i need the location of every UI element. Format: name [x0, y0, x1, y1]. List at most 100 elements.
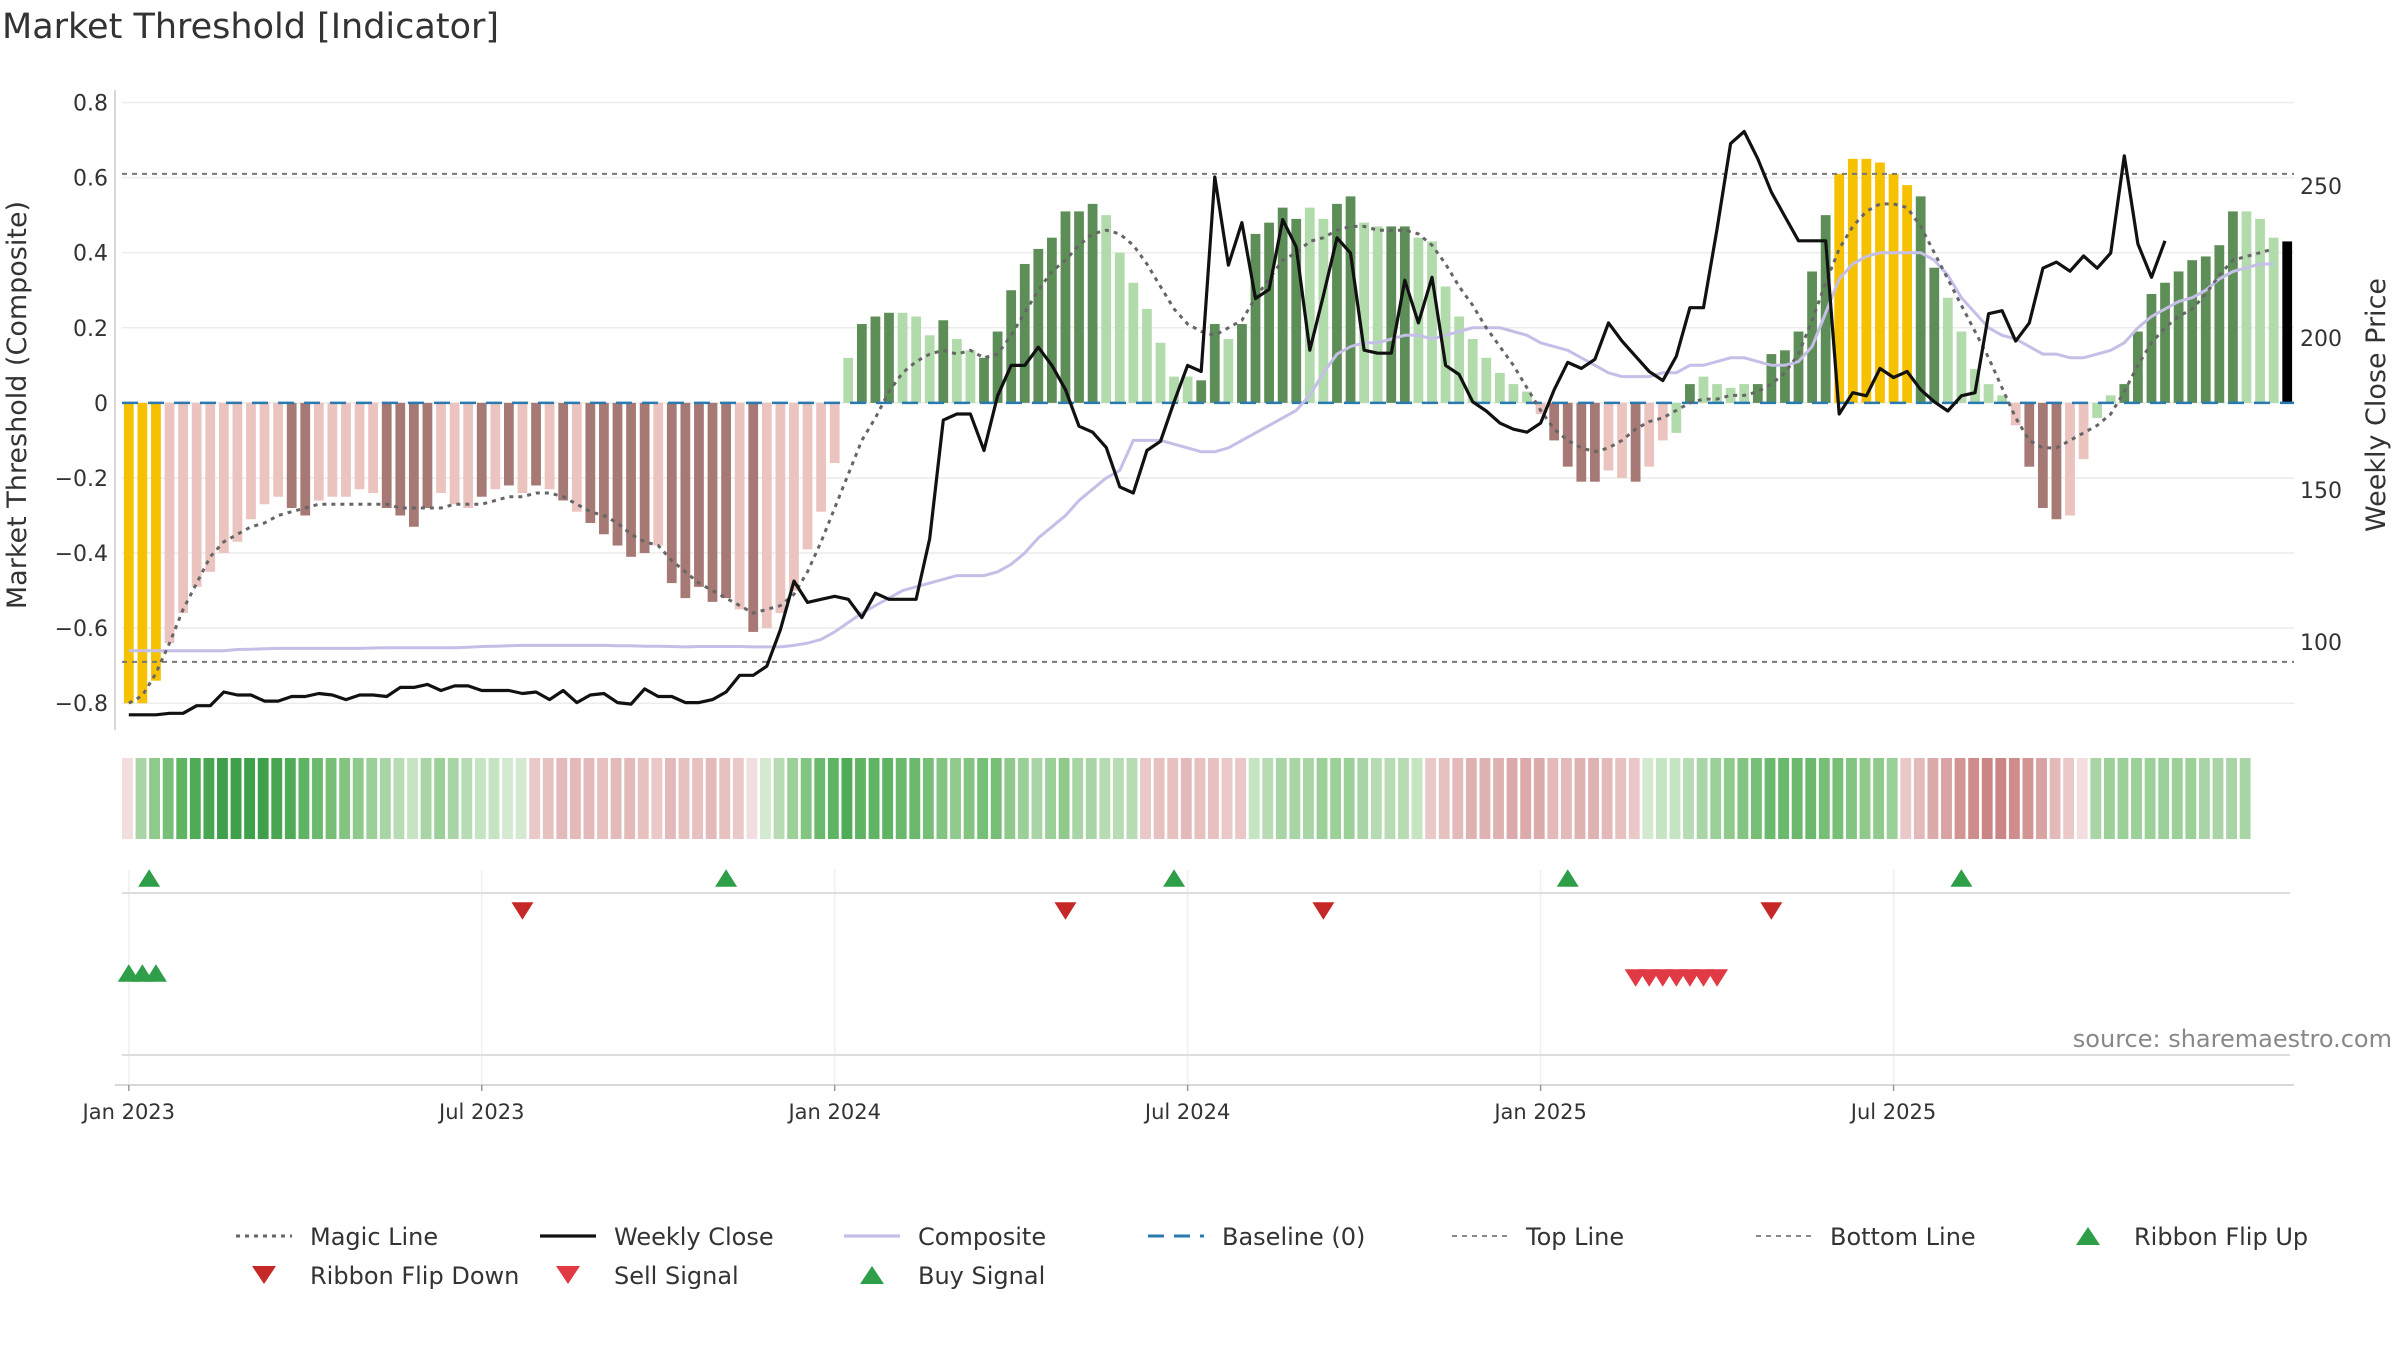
x-tick-label: Jan 2024: [786, 1100, 881, 1124]
ribbon-segment: [1981, 758, 1993, 839]
ribbon-segment: [1316, 758, 1328, 839]
ribbon-segment: [963, 758, 975, 839]
legend-swatch: [860, 1266, 884, 1284]
composite-bar: [1372, 226, 1383, 403]
ribbon-segment: [2239, 758, 2251, 839]
ribbon-segment: [1004, 758, 1016, 839]
legend-item-ribbon-flip-down: Ribbon Flip Down: [252, 1262, 519, 1290]
ribbon-segment: [1085, 758, 1097, 839]
ribbon-segment: [1411, 758, 1423, 839]
magic-line: [128, 202, 2275, 705]
y2-tick-label: 100: [2300, 631, 2342, 656]
composite-bar: [1250, 233, 1261, 403]
y2-tick-label: 200: [2300, 327, 2342, 352]
composite-bar: [1332, 203, 1342, 403]
ribbon-segment: [434, 758, 446, 839]
ribbon-segment: [1533, 758, 1545, 839]
ribbon-flip-down: [1706, 969, 1729, 987]
ribbon-segment: [1479, 758, 1491, 839]
ribbon-segment: [244, 758, 256, 839]
composite-bar: [449, 402, 460, 505]
ribbon-segment: [515, 758, 527, 839]
composite-bar: [1522, 391, 1532, 403]
composite-bar: [734, 402, 745, 610]
composite-bar: [1644, 402, 1655, 467]
ribbon-segment: [1126, 758, 1138, 839]
composite-bar: [341, 402, 351, 497]
composite-bar: [1603, 402, 1614, 471]
ribbon-segment: [2198, 758, 2210, 839]
ribbon-segment: [122, 758, 133, 839]
ribbon-segment: [719, 758, 731, 839]
ribbon-segment: [474, 758, 486, 839]
composite-bar: [151, 402, 161, 681]
legend-label: Composite: [918, 1223, 1046, 1251]
composite-bar: [911, 316, 922, 403]
composite-bar: [1997, 395, 2008, 403]
y-tick-label: −0.4: [55, 542, 108, 567]
composite-bar: [517, 402, 528, 493]
composite-bar: [639, 402, 650, 554]
ribbon-segment: [705, 758, 717, 839]
ribbon-segment: [651, 758, 663, 839]
ribbon-segment: [760, 758, 771, 839]
composite-bar: [218, 402, 229, 554]
ribbon-segment: [1357, 758, 1369, 839]
date-axis: Jan 2023 Jul 2023 Jan 2024 Jul 2024 Jan 2025…: [81, 1085, 1936, 1124]
composite-bar: [191, 402, 202, 587]
composite-bar: [408, 402, 419, 527]
ribbon-segment: [203, 758, 215, 839]
composite-bar: [979, 357, 989, 403]
composite-bar: [2037, 402, 2048, 508]
ribbon-segment: [1642, 758, 1654, 839]
ribbon-segment: [189, 758, 201, 839]
composite-bar: [680, 402, 691, 599]
composite-bar: [2160, 282, 2170, 403]
ribbon-segment: [162, 758, 174, 839]
composite-bar: [653, 402, 664, 546]
composite-bar: [123, 402, 134, 704]
composite-bar: [1169, 376, 1179, 403]
ribbon-segment: [597, 758, 608, 839]
composite-bar: [313, 402, 324, 501]
legend-item-bottom-line: Bottom Line: [1756, 1223, 1976, 1251]
ribbon-segment: [936, 758, 948, 839]
ribbon-segment: [1153, 758, 1165, 839]
ribbon-segment: [135, 758, 147, 839]
composite-bar: [1196, 380, 1207, 403]
composite-bar: [1508, 384, 1519, 403]
legend-label: Ribbon Flip Up: [2134, 1223, 2308, 1251]
ribbon-segment: [502, 758, 513, 839]
composite-bar: [327, 402, 338, 497]
ribbon-segment: [909, 758, 921, 839]
composite-bar: [816, 402, 826, 512]
composite-bar: [1861, 158, 1872, 403]
ribbon-segment: [488, 758, 500, 839]
composite-bar: [2051, 402, 2062, 520]
ribbon-segment: [1194, 758, 1206, 839]
ribbon-segment: [841, 758, 853, 839]
composite-bar: [1264, 222, 1274, 403]
composite-bar: [1386, 226, 1397, 403]
legend-item-ribbon-flip-up: Ribbon Flip Up: [2076, 1223, 2308, 1251]
composite-bar: [1440, 286, 1451, 403]
composite-bar: [870, 316, 881, 403]
composite-bar: [531, 402, 541, 486]
legend-label: Baseline (0): [1222, 1223, 1365, 1251]
composite-bar: [1345, 196, 1356, 403]
ribbon-segment: [1628, 758, 1640, 839]
ribbon-segment: [2103, 758, 2115, 839]
composite-bar: [721, 402, 731, 599]
sentiment-ribbon: [122, 758, 2251, 839]
ribbon-segment: [1723, 758, 1735, 839]
composite-bar: [422, 402, 433, 508]
sell-signal: [1312, 902, 1335, 920]
ribbon-segment: [732, 758, 744, 839]
ribbon-segment: [746, 758, 758, 839]
x-tick-label: Jul 2023: [437, 1100, 524, 1124]
ribbon-segment: [447, 758, 459, 839]
legend-swatch: [2076, 1227, 2100, 1245]
composite-bar: [1983, 384, 1994, 403]
ribbon-segment: [1384, 758, 1396, 839]
